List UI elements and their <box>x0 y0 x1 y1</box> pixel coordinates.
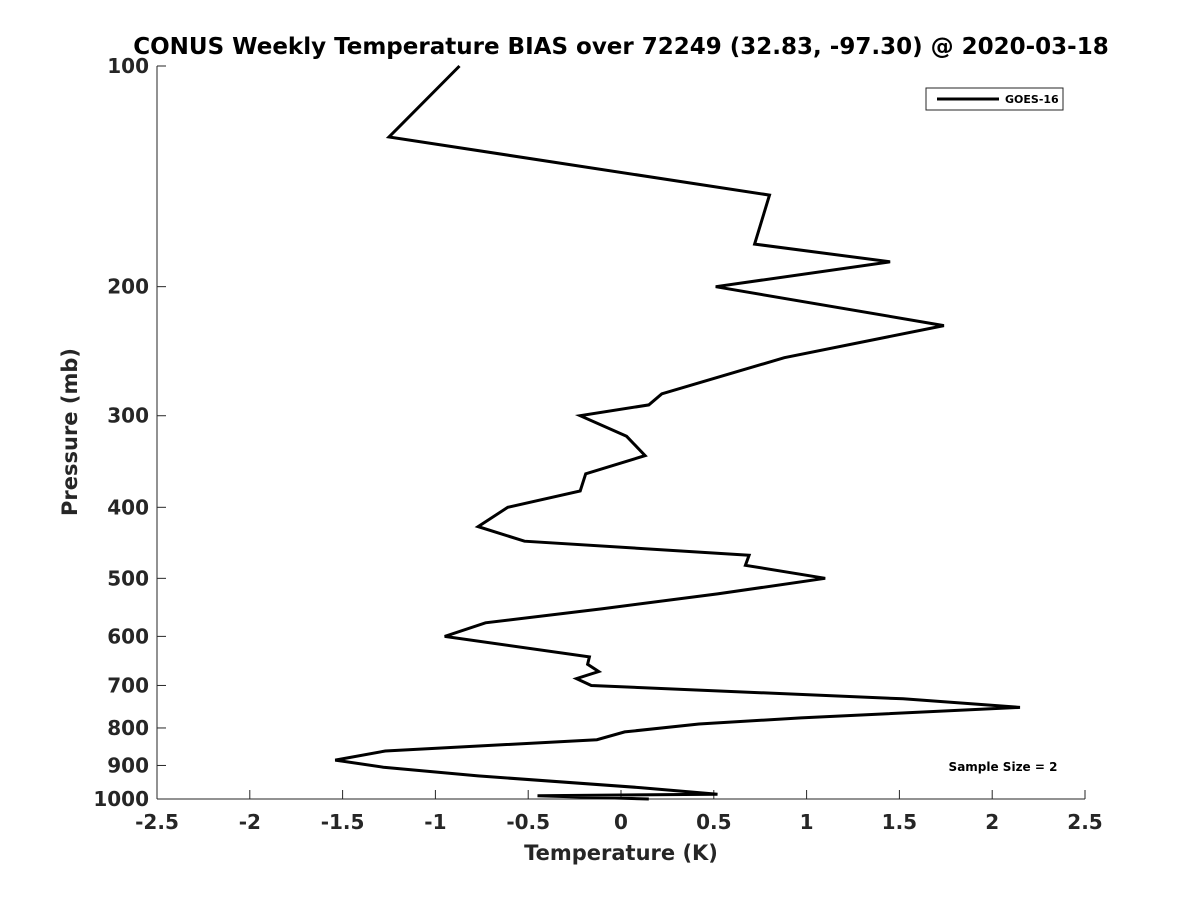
x-tick-label: 2.5 <box>1067 810 1102 834</box>
legend-label: GOES-16 <box>1005 93 1059 106</box>
x-tick-label: -1 <box>424 810 446 834</box>
y-tick-label: 400 <box>107 495 149 519</box>
sample-size-annotation: Sample Size = 2 <box>949 760 1058 774</box>
y-tick-label: 200 <box>107 275 149 299</box>
x-ticks: -2.5 -2 -1.5 -1 -0.5 0 0.5 1 1.5 2 2.5 <box>135 790 1103 834</box>
series-layer <box>334 64 1021 801</box>
y-tick-label: 500 <box>107 566 149 590</box>
x-tick-label: 1 <box>800 810 814 834</box>
y-tick-label: 800 <box>107 716 149 740</box>
y-axis-label: Pressure (mb) <box>58 348 82 516</box>
x-tick-label: -2 <box>239 810 261 834</box>
x-tick-label: -0.5 <box>506 810 550 834</box>
x-tick-label: -1.5 <box>321 810 365 834</box>
y-tick-label: 600 <box>107 624 149 648</box>
x-tick-label: -2.5 <box>135 810 179 834</box>
x-axis-label: Temperature (K) <box>524 841 718 865</box>
y-tick-label: 100 <box>107 54 149 78</box>
y-ticks: 100 200 300 400 500 600 700 800 900 1000 <box>93 54 166 811</box>
chart-title: CONUS Weekly Temperature BIAS over 72249… <box>133 34 1108 60</box>
legend: GOES-16 <box>925 87 1064 111</box>
y-tick-label: 900 <box>107 753 149 777</box>
x-tick-label: 0.5 <box>696 810 731 834</box>
y-tick-label: 1000 <box>93 787 149 811</box>
x-tick-label: 1.5 <box>882 810 917 834</box>
y-tick-label: 300 <box>107 404 149 428</box>
x-tick-label: 0 <box>614 810 628 834</box>
series-line-goes-16 <box>334 64 1021 801</box>
y-tick-label: 700 <box>107 673 149 697</box>
x-tick-label: 2 <box>985 810 999 834</box>
